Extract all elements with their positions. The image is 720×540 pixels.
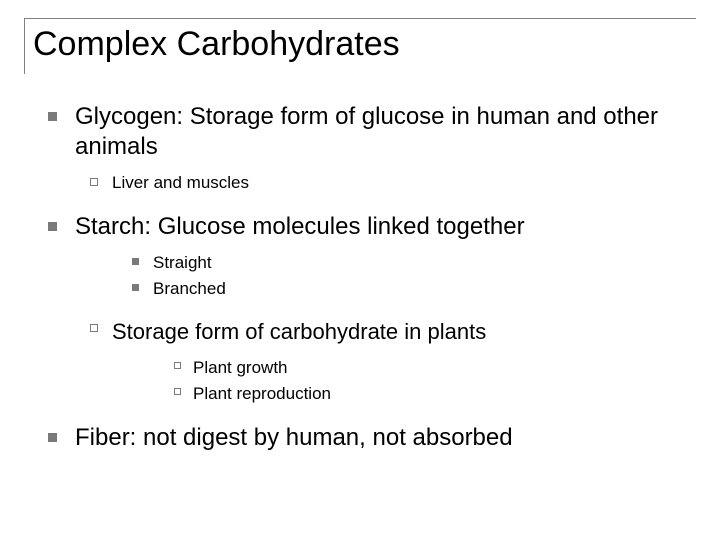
title-container: Complex Carbohydrates bbox=[24, 18, 696, 74]
item-text: Branched bbox=[153, 278, 226, 300]
list-item: Starch: Glucose molecules linked togethe… bbox=[48, 212, 696, 242]
list-item: Plant reproduction bbox=[48, 383, 696, 405]
slide: Complex Carbohydrates Glycogen: Storage … bbox=[0, 0, 720, 540]
square-bullet-icon bbox=[48, 222, 57, 231]
square-bullet-icon bbox=[48, 112, 57, 121]
item-text: Starch: Glucose molecules linked togethe… bbox=[75, 212, 525, 242]
list-item: Liver and muscles bbox=[48, 172, 696, 194]
list-item: Plant growth bbox=[48, 357, 696, 379]
square-bullet-icon bbox=[132, 284, 139, 291]
square-outline-bullet-icon bbox=[90, 324, 98, 332]
list-item: Glycogen: Storage form of glucose in hum… bbox=[48, 102, 696, 162]
square-bullet-icon bbox=[132, 258, 139, 265]
item-text: Fiber: not digest by human, not absorbed bbox=[75, 423, 513, 453]
item-text: Plant growth bbox=[193, 357, 288, 379]
content-area: Glycogen: Storage form of glucose in hum… bbox=[24, 102, 696, 453]
item-text: Liver and muscles bbox=[112, 172, 249, 194]
square-outline-bullet-icon bbox=[174, 362, 181, 369]
list-item: Fiber: not digest by human, not absorbed bbox=[48, 423, 696, 453]
list-item: Branched bbox=[48, 278, 696, 300]
square-bullet-icon bbox=[48, 433, 57, 442]
item-text: Storage form of carbohydrate in plants bbox=[112, 318, 486, 347]
list-item: Straight bbox=[48, 252, 696, 274]
item-text: Glycogen: Storage form of glucose in hum… bbox=[75, 102, 696, 162]
square-outline-bullet-icon bbox=[90, 178, 98, 186]
slide-title: Complex Carbohydrates bbox=[33, 25, 696, 64]
item-text: Plant reproduction bbox=[193, 383, 331, 405]
item-text: Straight bbox=[153, 252, 212, 274]
square-outline-bullet-icon bbox=[174, 388, 181, 395]
list-item: Storage form of carbohydrate in plants bbox=[48, 318, 696, 347]
